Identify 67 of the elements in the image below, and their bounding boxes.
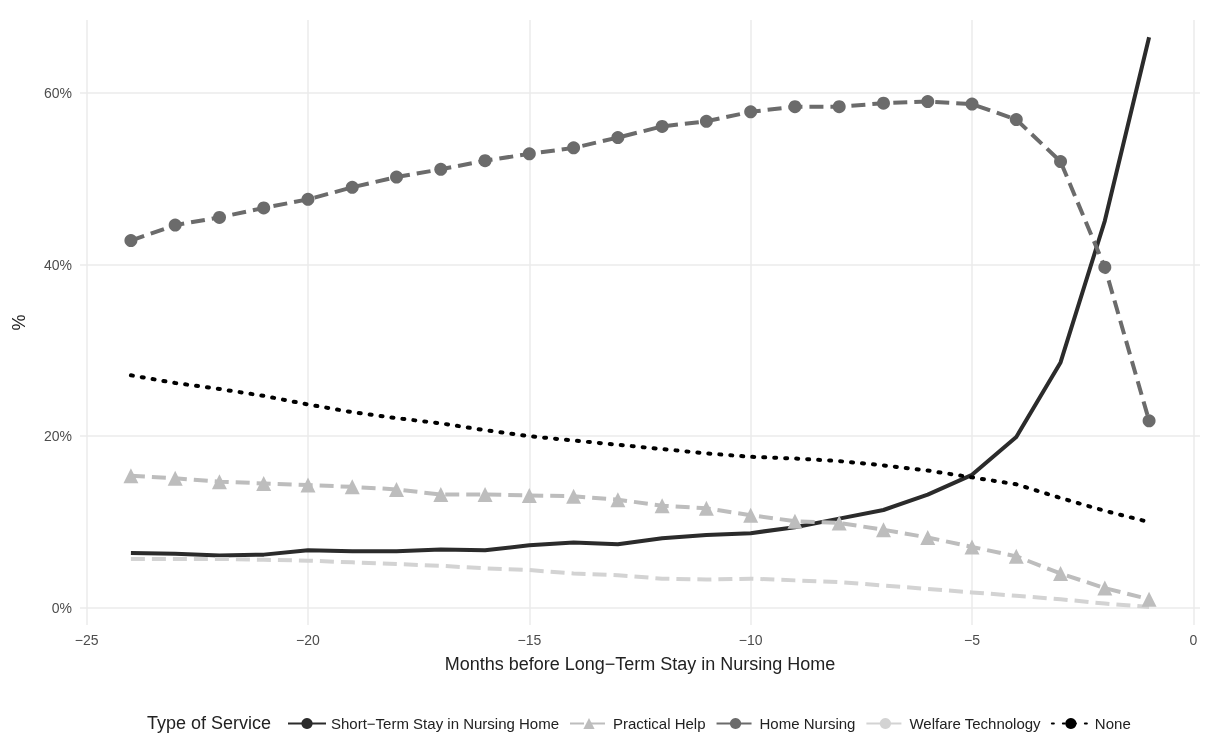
legend-label: Short−Term Stay in Nursing Home [331, 715, 560, 732]
legend-label: Home Nursing [759, 715, 856, 732]
point [434, 162, 448, 176]
point [344, 479, 360, 495]
point [521, 487, 537, 503]
x-tick-label: −25 [74, 632, 99, 648]
point [256, 475, 272, 491]
legend-title: Type of Service [147, 713, 272, 733]
point [787, 513, 803, 529]
x-tick-label: −20 [296, 632, 321, 648]
point [300, 477, 316, 493]
point [211, 474, 227, 490]
y-tick-label: 20% [43, 428, 72, 445]
legend-label: Welfare Technology [909, 715, 1042, 732]
point [123, 468, 139, 484]
y-axis-title: % [9, 314, 29, 331]
point [832, 100, 846, 114]
point [1141, 591, 1157, 607]
point [345, 180, 359, 194]
point [168, 218, 182, 232]
legend-label: None [1094, 715, 1131, 732]
point [744, 105, 758, 119]
legend-label: Practical Help [613, 715, 706, 732]
point [522, 147, 536, 161]
point [699, 114, 713, 128]
x-axis-title: Months before Long−Term Stay in Nursing Home [444, 654, 836, 674]
point [610, 492, 626, 508]
y-tick-label: 40% [43, 256, 72, 273]
point [389, 481, 405, 497]
x-tick-label: −10 [738, 632, 763, 648]
y-tick-label: 60% [43, 84, 72, 101]
point [477, 487, 493, 503]
point [1097, 580, 1113, 596]
point [876, 96, 890, 110]
point [698, 500, 714, 516]
x-tick-label: −5 [964, 632, 981, 648]
x-tick-label: 0 [1189, 632, 1198, 648]
point [478, 154, 492, 168]
point [257, 201, 271, 215]
point [611, 131, 625, 145]
point [1054, 155, 1068, 169]
point [1008, 548, 1024, 564]
point [567, 141, 581, 155]
point [1053, 566, 1069, 582]
point [1009, 113, 1023, 127]
point [566, 488, 582, 504]
point [654, 498, 670, 514]
point [167, 470, 183, 486]
point [831, 515, 847, 531]
point [390, 170, 404, 184]
x-tick-label: −15 [517, 632, 542, 648]
point [964, 539, 980, 555]
point [920, 529, 936, 545]
point [788, 100, 802, 114]
point [301, 192, 315, 206]
point [433, 487, 449, 503]
point [965, 97, 979, 111]
point [1142, 414, 1156, 428]
point [921, 95, 935, 109]
point [212, 210, 226, 224]
point [875, 522, 891, 538]
y-tick-label: 0% [51, 599, 72, 616]
point [743, 507, 759, 523]
point [655, 119, 669, 133]
point [1098, 260, 1112, 274]
line-series [128, 35, 1152, 558]
point [124, 234, 138, 248]
